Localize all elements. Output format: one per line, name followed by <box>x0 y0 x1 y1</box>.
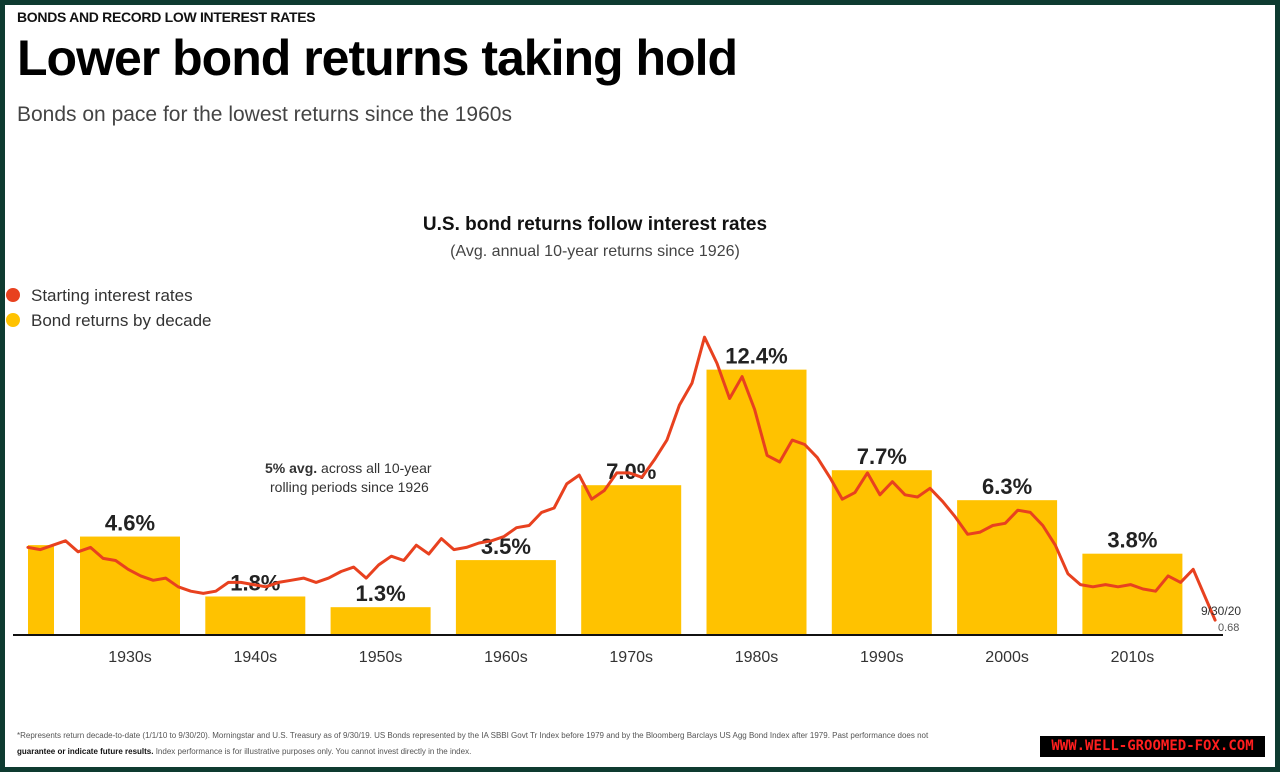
legend-rates-swatch <box>6 288 20 302</box>
footnote-disclaimer: Index performance is for illustrative pu… <box>153 747 472 756</box>
bar-label-1960s: 3.5% <box>481 534 531 559</box>
legend: Starting interest rates Bond returns by … <box>6 286 212 330</box>
headline: Lower bond returns taking hold <box>17 30 738 86</box>
return-bars <box>28 369 1183 635</box>
x-tick-2010s: 2010s <box>1111 649 1155 666</box>
footnote-disclaimer-bold: guarantee or indicate future results. <box>17 747 154 756</box>
bar-label-1980s: 12.4% <box>725 344 787 369</box>
end-date-label: 9/30/20 <box>1201 604 1241 618</box>
average-annotation: 5% avg. across all 10-year rolling perio… <box>265 460 435 495</box>
bar-label-1970s: 7.0% <box>606 459 656 484</box>
bar-label-1950s: 1.3% <box>356 581 406 606</box>
legend-rates-label: Starting interest rates <box>31 286 193 305</box>
interest-rate-line <box>26 335 1217 622</box>
chart-frame: BONDS AND RECORD LOW INTEREST RATES Lowe… <box>5 5 1275 767</box>
chart-title: U.S. bond returns follow interest rates <box>423 214 767 235</box>
bar-label-1930s: 4.6% <box>105 511 155 536</box>
x-tick-2000s: 2000s <box>985 649 1029 666</box>
x-tick-1990s: 1990s <box>860 649 904 666</box>
return-labels: 4.6%1.8% 1.3%3.5%7.0%12.4%7.7%6.3%3.8% <box>105 344 1158 607</box>
bar-1960s <box>455 560 556 635</box>
average-annotation-line2: rolling periods since 1926 <box>270 479 429 495</box>
end-value-label: 0.68 <box>1218 622 1239 634</box>
legend-returns-swatch <box>6 313 20 327</box>
subheadline: Bonds on pace for the lowest returns sin… <box>17 103 512 126</box>
bar-label-1990s: 7.7% <box>857 444 907 469</box>
bar-1970s <box>581 485 682 635</box>
x-tick-1960s: 1960s <box>484 649 528 666</box>
bar-label-2010s: 3.8% <box>1107 528 1157 553</box>
bar-2010s <box>1082 553 1183 635</box>
watermark: WWW.WELL-GROOMED-FOX.COM <box>1040 736 1265 757</box>
x-tick-1940s: 1940s <box>234 649 278 666</box>
average-annotation-text: across all 10-year <box>317 460 432 476</box>
average-annotation-bold: 5% avg. <box>265 460 317 476</box>
bar-1940s <box>205 596 306 635</box>
x-tick-1980s: 1980s <box>735 649 779 666</box>
bond-returns-chart: U.S. bond returns follow interest rates … <box>6 214 1241 666</box>
bar-label-2000s: 6.3% <box>982 474 1032 499</box>
footnote-line-2: guarantee or indicate future results. In… <box>17 747 1017 756</box>
x-tick-1950s: 1950s <box>359 649 403 666</box>
x-axis-ticks: 1930s 1940s 1950s 1960s 1970s 1980s 1990s 2000s… <box>108 649 1154 666</box>
footnote-line-1: *Represents return decade-to-date (1/1/1… <box>17 731 929 740</box>
x-tick-1930s: 1930s <box>108 649 152 666</box>
chart-subtitle: (Avg. annual 10-year returns since 1926) <box>450 243 740 260</box>
legend-returns-label: Bond returns by decade <box>31 311 212 330</box>
bar-1920s-partial <box>28 545 54 635</box>
x-tick-1970s: 1970s <box>609 649 653 666</box>
bar-1950s <box>330 607 431 635</box>
kicker: BONDS AND RECORD LOW INTEREST RATES <box>17 9 316 25</box>
bar-1980s <box>706 369 807 635</box>
